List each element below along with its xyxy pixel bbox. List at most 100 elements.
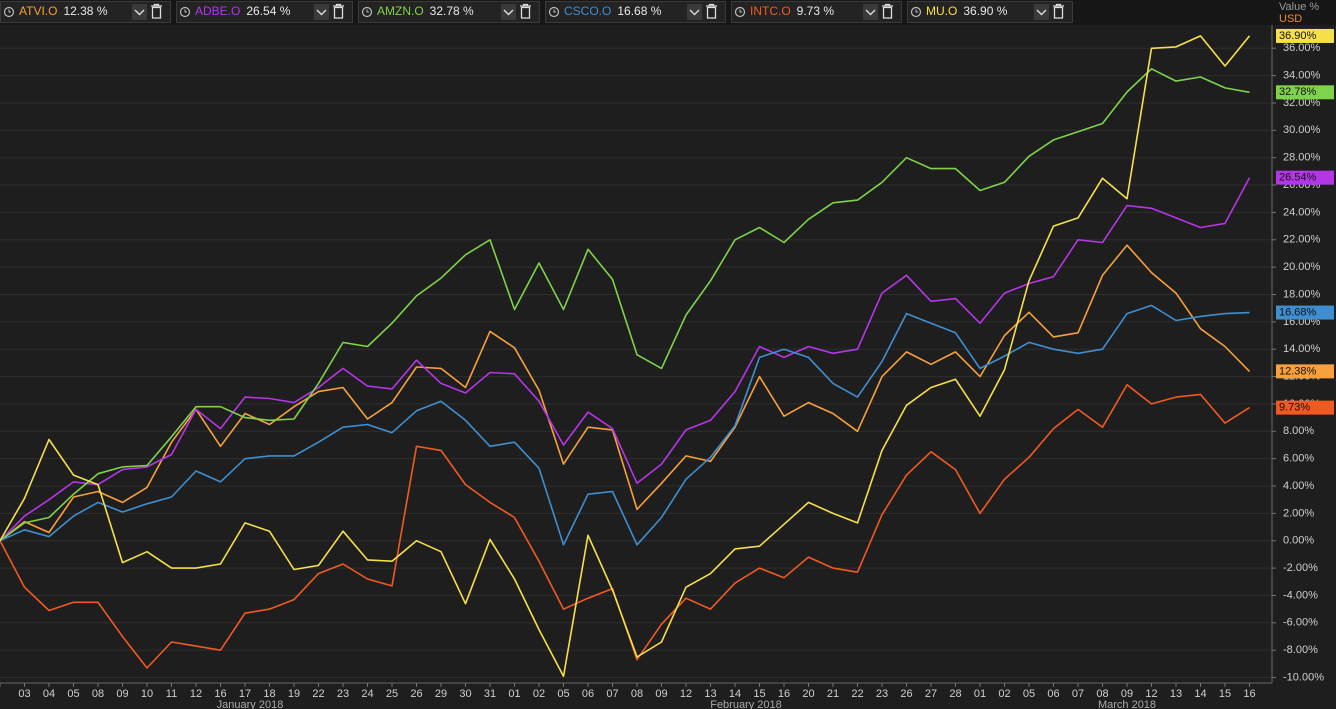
x-tick-label: 16 [778,688,790,700]
series-tab[interactable]: ATVI.O 12.38 % [0,1,171,23]
series-line [0,68,1250,542]
series-name: MU.O [926,4,957,18]
y-tick-label: -10.00% [1283,671,1324,683]
trash-icon[interactable] [706,3,717,19]
dropdown-button[interactable] [314,4,329,20]
series-change: 9.73 % [797,4,835,18]
series-change: 32.78 % [430,4,474,18]
clock-hand [8,9,11,13]
series-tab[interactable]: INTC.O 9.73 % [731,1,902,23]
x-tick-label: 02 [998,688,1010,700]
tab-box [907,1,1073,23]
end-badge-label: 12.38% [1279,365,1317,377]
x-tick-label: 12 [680,688,692,700]
clock-icon [734,6,746,18]
end-badge-box [1276,305,1334,320]
trash-icon[interactable] [1053,3,1064,19]
x-tick-label: 21 [827,688,839,700]
x-tick-label: 09 [1121,688,1133,700]
dropdown-arrow [1036,9,1047,16]
trash-icon[interactable] [151,3,162,19]
end-badge: 12.38% [1276,364,1334,379]
y-axis-label: Value % [1279,1,1319,13]
y-tick-label: -6.00% [1283,617,1318,629]
trash-icon[interactable] [333,3,344,19]
series-name: ADBE.O [195,4,240,18]
dropdown-arrow [865,9,876,16]
y-tick-label: 6.00% [1283,453,1314,465]
end-badge: 9.73% [1276,400,1334,415]
end-badge-label: 32.78% [1279,86,1317,98]
dropdown-button[interactable] [863,4,878,20]
x-tick-label: 04 [43,688,55,700]
y-tick-label: 24.00% [1283,206,1321,218]
x-tick-label: 18 [263,688,275,700]
series-line [0,35,1251,677]
clock-hand [366,9,369,13]
series-line [0,177,1251,542]
series-line [0,304,1250,546]
x-tick-label: 05 [557,688,569,700]
end-badge-label: 9.73% [1279,402,1310,414]
x-tick-label: 12 [1145,688,1157,700]
x-group-label: January 2018 [217,699,284,709]
tab-box [545,1,726,23]
x-tick-label: 16 [214,688,226,700]
y-tick-label: 8.00% [1283,425,1314,437]
clock-hand [184,9,187,13]
series-name: ATVI.O [19,4,57,18]
series-change: 26.54 % [246,4,290,18]
x-tick-label: 06 [1047,688,1059,700]
x-tick-label: 31 [484,688,496,700]
series-tab[interactable]: ADBE.O 26.54 % [176,1,353,23]
dropdown-arrow [689,9,700,16]
x-tick-label: 20 [802,688,814,700]
y-tick-label: -2.00% [1283,562,1318,574]
x-tick-label: 25 [386,688,398,700]
end-badge: 36.90% [1276,28,1334,43]
y-tick-label: 30.00% [1283,124,1321,136]
x-tick-label: 29 [435,688,447,700]
clock-hand [739,9,742,13]
x-group-label: February 2018 [710,699,782,709]
clock-icon [910,6,922,18]
x-tick-label: 09 [116,688,128,700]
clock-icon [179,6,191,18]
x-tick-label: 17 [239,688,251,700]
clock-icon [548,6,560,18]
y-tick-label: -4.00% [1283,589,1318,601]
y-tick-label: 32.00% [1283,97,1321,109]
trash-icon[interactable] [882,3,893,19]
dropdown-button[interactable] [687,4,702,20]
trash-icon[interactable] [520,3,531,19]
x-tick-label: 07 [1072,688,1084,700]
end-badge: 26.54% [1276,170,1334,185]
dropdown-button[interactable] [1034,4,1049,20]
clock-hand [915,9,918,13]
y-tick-label: 2.00% [1283,507,1314,519]
series-tab[interactable]: CSCO.O 16.68 % [545,1,726,23]
x-tick-label: 07 [606,688,618,700]
series-name: AMZN.O [377,4,424,18]
series-tab[interactable]: MU.O 36.90 % [907,1,1073,23]
tab-box [176,1,353,23]
series-tab[interactable]: AMZN.O 32.78 % [358,1,540,23]
x-tick-label: 05 [67,688,79,700]
clock-icon [361,6,373,18]
tab-box [358,1,540,23]
dropdown-button[interactable] [132,4,147,20]
x-tick-label: 22 [312,688,324,700]
x-tick-label: 22 [851,688,863,700]
x-tick-label: 13 [704,688,716,700]
tab-box [0,1,171,23]
x-tick-label: 03 [18,688,30,700]
x-tick-label: 23 [337,688,349,700]
series-name: CSCO.O [564,4,611,18]
x-tick-label: 11 [166,688,177,700]
end-badge-box [1276,400,1334,415]
x-tick-label: 24 [361,688,373,700]
dropdown-button[interactable] [501,4,516,20]
end-badge-box [1276,85,1334,100]
